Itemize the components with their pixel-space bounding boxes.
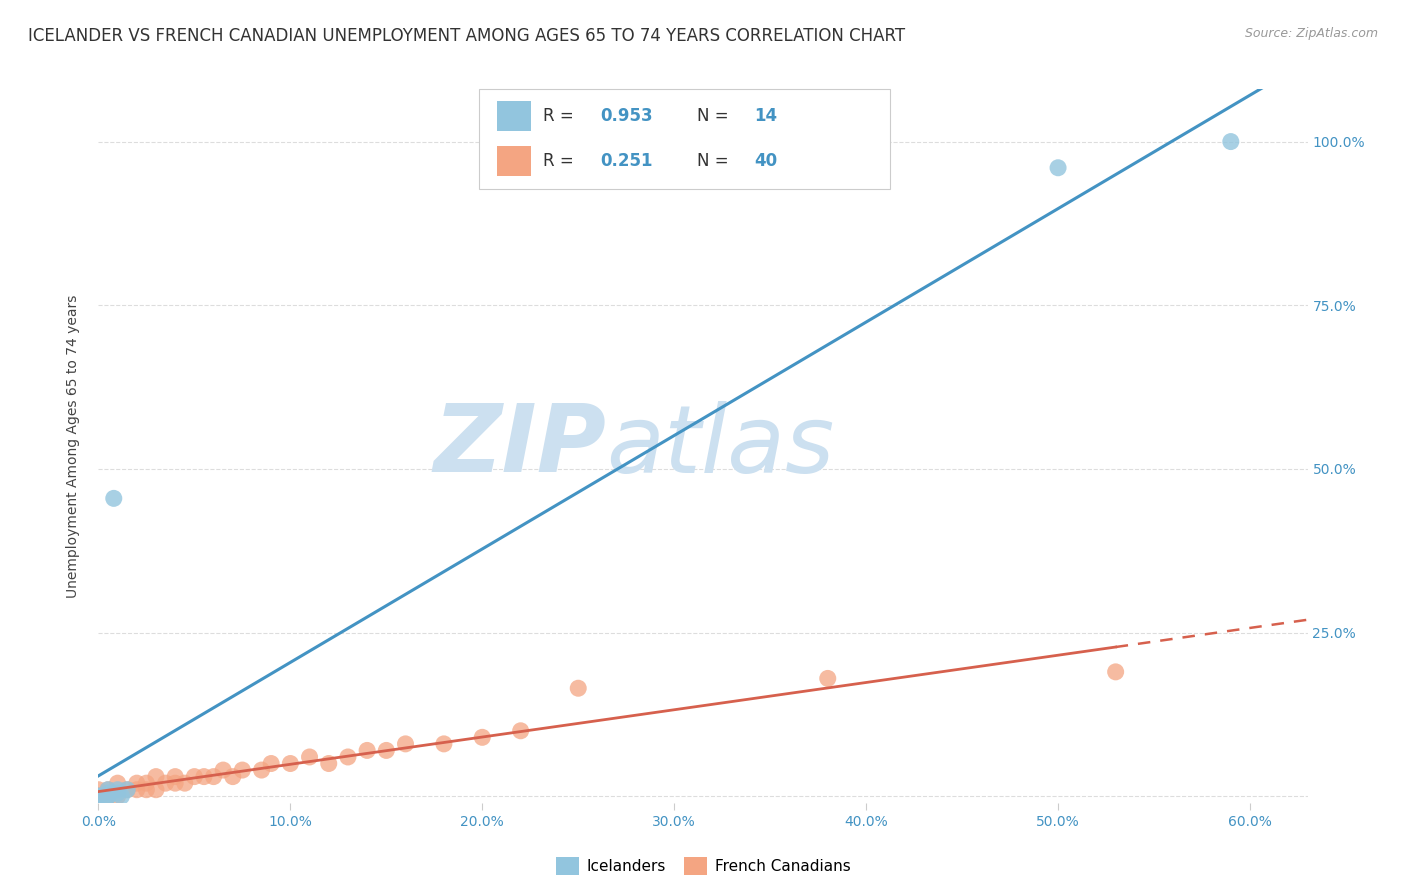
Point — [165, 776, 187, 790]
Point — [375, 743, 398, 757]
Point — [135, 782, 157, 797]
Point — [567, 681, 589, 696]
Point — [87, 789, 110, 804]
Point — [115, 782, 138, 797]
Point — [87, 789, 110, 804]
Point — [97, 782, 120, 797]
Point — [165, 770, 187, 784]
Point — [250, 763, 273, 777]
Point — [97, 789, 120, 804]
Point — [336, 750, 359, 764]
Point — [107, 782, 129, 797]
FancyBboxPatch shape — [479, 89, 890, 189]
Point — [471, 731, 494, 745]
Text: 40: 40 — [754, 152, 778, 169]
Y-axis label: Unemployment Among Ages 65 to 74 years: Unemployment Among Ages 65 to 74 years — [66, 294, 80, 598]
Point — [110, 789, 132, 804]
Text: R =: R = — [543, 152, 579, 169]
Point — [145, 770, 167, 784]
Point — [260, 756, 283, 771]
Point — [193, 770, 215, 784]
Text: R =: R = — [543, 107, 579, 125]
Point — [173, 776, 195, 790]
Point — [1047, 161, 1070, 175]
Point — [433, 737, 456, 751]
Text: N =: N = — [697, 107, 734, 125]
Point — [394, 737, 416, 751]
Point — [97, 789, 120, 804]
Point — [280, 756, 302, 771]
Point — [87, 782, 110, 797]
Point — [155, 776, 177, 790]
Text: ZIP: ZIP — [433, 400, 606, 492]
Point — [107, 789, 129, 804]
Text: 0.953: 0.953 — [600, 107, 652, 125]
Text: ICELANDER VS FRENCH CANADIAN UNEMPLOYMENT AMONG AGES 65 TO 74 YEARS CORRELATION : ICELANDER VS FRENCH CANADIAN UNEMPLOYMEN… — [28, 27, 905, 45]
Point — [107, 786, 129, 800]
Point — [87, 789, 110, 804]
Point — [87, 789, 110, 804]
Point — [509, 723, 531, 738]
Point — [97, 782, 120, 797]
Point — [298, 750, 321, 764]
Point — [1104, 665, 1126, 679]
Point — [202, 770, 225, 784]
Point — [1219, 135, 1241, 149]
Text: Source: ZipAtlas.com: Source: ZipAtlas.com — [1244, 27, 1378, 40]
Point — [318, 756, 340, 771]
Text: atlas: atlas — [606, 401, 835, 491]
Point — [817, 672, 839, 686]
Point — [356, 743, 378, 757]
Point — [222, 770, 245, 784]
Text: 0.251: 0.251 — [600, 152, 652, 169]
Point — [115, 782, 138, 797]
Point — [97, 789, 120, 804]
Point — [103, 491, 125, 506]
Point — [231, 763, 253, 777]
FancyBboxPatch shape — [498, 102, 531, 131]
Text: 14: 14 — [754, 107, 778, 125]
Point — [87, 789, 110, 804]
Point — [125, 776, 148, 790]
Point — [212, 763, 235, 777]
Point — [125, 782, 148, 797]
Point — [183, 770, 205, 784]
Text: N =: N = — [697, 152, 734, 169]
Legend: Icelanders, French Canadians: Icelanders, French Canadians — [550, 851, 856, 880]
Point — [97, 786, 120, 800]
FancyBboxPatch shape — [498, 145, 531, 176]
Point — [145, 782, 167, 797]
Point — [107, 776, 129, 790]
Point — [87, 789, 110, 804]
Point — [135, 776, 157, 790]
